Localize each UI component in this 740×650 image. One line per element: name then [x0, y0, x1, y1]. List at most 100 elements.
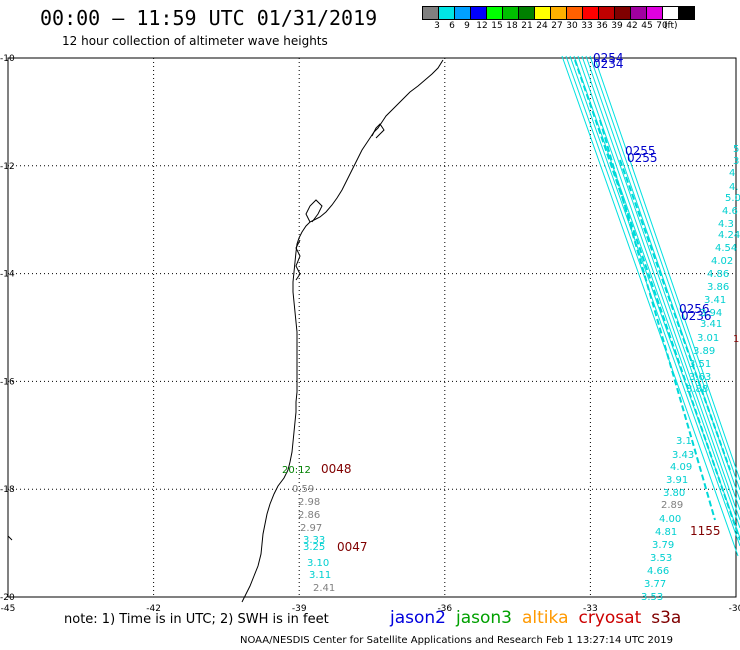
- coastline-islet: [7, 535, 13, 541]
- wave-height-label: 3.77: [644, 579, 666, 590]
- legend-swatch: [678, 6, 695, 20]
- pass-time-label: 0256: [679, 302, 710, 316]
- legend-label: 70: [656, 21, 668, 31]
- wave-height-label: 3.1: [676, 436, 692, 447]
- wave-height-label: 3: [733, 156, 739, 167]
- pass-time-label: 0254: [593, 51, 624, 65]
- satellite-name: jason3: [456, 608, 512, 628]
- legend-label: 27: [551, 21, 563, 31]
- longitude-label: -33: [583, 604, 598, 614]
- longitude-label: -45: [1, 604, 16, 614]
- longitude-label: -30: [729, 604, 740, 614]
- wave-height-label: 2.41: [313, 583, 335, 594]
- satellite-name: s3a: [651, 608, 682, 628]
- wave-height-label: 4.66: [647, 566, 669, 577]
- wave-height-label: 2.97: [300, 523, 322, 534]
- legend-label: 45: [641, 21, 653, 31]
- legend-label: 12: [476, 21, 488, 31]
- wave-height-label: 3.88: [686, 384, 708, 395]
- satellite-track-dense: [599, 119, 716, 521]
- wave-height-label: 4.86: [707, 269, 729, 280]
- wave-height-label: 4.81: [655, 527, 677, 538]
- wave-height-label: 3.89: [693, 346, 715, 357]
- satellite-name: altika: [522, 608, 569, 628]
- latitude-label: -20: [0, 593, 15, 603]
- color-legend: 3 6 9 12 15 18 21 24 27 30 33 36 39 42 45 70 (ft): [422, 6, 695, 32]
- legend-label: 36: [596, 21, 608, 31]
- legend-label: 3: [434, 21, 440, 31]
- satellite-track: [593, 55, 740, 481]
- altimeter-tracks: [561, 55, 740, 557]
- satellite-track: [561, 55, 739, 557]
- wave-height-label: 2.98: [298, 497, 320, 508]
- wave-height-label: 1: [733, 334, 739, 345]
- legend-label: 33: [581, 21, 593, 31]
- wave-height-label: 3.91: [666, 475, 688, 486]
- wave-height-label: 3.41: [700, 319, 722, 330]
- wave-height-label: 20:12: [282, 465, 311, 476]
- legend-swatches: [422, 6, 695, 20]
- satellite-track: [577, 55, 740, 521]
- satellite-track-dense: [574, 59, 740, 541]
- legend-label: 21: [521, 21, 533, 31]
- pass-time-label: 0048: [321, 462, 352, 476]
- wave-height-label: 3.11: [309, 570, 331, 581]
- latitude-label: -14: [0, 270, 15, 280]
- latitude-label: -12: [0, 162, 15, 172]
- map-title: 00:00 – 11:59 UTC 01/31/2019: [40, 6, 378, 30]
- pass-time-label: 0234: [593, 57, 624, 71]
- wave-height-label: 4.6: [722, 206, 738, 217]
- map-subtitle: 12 hour collection of altimeter wave hei…: [62, 34, 328, 48]
- longitude-label: -39: [292, 604, 307, 614]
- longitude-label: -42: [146, 604, 161, 614]
- coastline: [241, 59, 444, 603]
- footer-note: note: 1) Time is in UTC; 2) SWH is in fe…: [64, 612, 329, 627]
- pass-time-label: 0047: [337, 540, 368, 554]
- pass-time-label: 0255: [625, 144, 656, 158]
- credit-line: NOAA/NESDIS Center for Satellite Applica…: [240, 635, 673, 646]
- legend-label: 42: [626, 21, 638, 31]
- wave-height-label: 3.25: [303, 542, 325, 553]
- latitude-label: -18: [0, 485, 15, 495]
- longitude-label: -36: [437, 604, 452, 614]
- wave-height-label: 2.86: [298, 510, 320, 521]
- satellite-name: cryosat: [578, 608, 642, 628]
- pass-time-label: 0255: [627, 151, 658, 165]
- legend-label: 30: [566, 21, 578, 31]
- satellite-track: [581, 55, 740, 511]
- satellite-track: [569, 55, 740, 539]
- graticule: [7, 57, 737, 598]
- wave-height-label: 3.86: [707, 282, 729, 293]
- legend-unit: (ft): [664, 21, 678, 31]
- legend-labels: 3 6 9 12 15 18 21 24 27 30 33 36 39 42 45 70 (ft): [422, 20, 694, 32]
- legend-label: 15: [491, 21, 503, 31]
- wave-height-label: 4.02: [711, 256, 733, 267]
- wave-height-label: 4.00: [659, 514, 681, 525]
- satellite-legend: jason2 jason3 altika cryosat s3a: [390, 608, 691, 628]
- legend-label: 39: [611, 21, 623, 31]
- legend-label: 6: [449, 21, 455, 31]
- wave-height-label: 3.80: [663, 488, 685, 499]
- wave-height-label: 3.10: [307, 558, 329, 569]
- latitude-label: -10: [0, 54, 15, 64]
- wave-height-label: 4: [729, 168, 735, 179]
- coastline-inlet: [295, 123, 385, 281]
- wave-height-label: 5.0: [725, 193, 740, 204]
- wave-height-label: 3.41: [704, 295, 726, 306]
- satellite-track: [573, 55, 740, 529]
- pass-time-label: 0236: [681, 309, 712, 323]
- wave-height-label: 3.94: [700, 308, 722, 319]
- wave-height-label: 5: [733, 144, 739, 155]
- wave-height-label: 0.59: [292, 484, 314, 495]
- satellite-track-dense: [619, 159, 731, 471]
- wave-height-label: 4.09: [670, 462, 692, 473]
- wave-height-label: 4.24: [718, 230, 740, 241]
- pass-time-label: 1155: [690, 524, 721, 538]
- satellite-track: [565, 55, 740, 547]
- wave-height-label: 3.53: [650, 553, 672, 564]
- wave-height-label: 3.79: [652, 540, 674, 551]
- wave-height-label: 3.01: [697, 333, 719, 344]
- axis-labels: -45 -42 -39 -36 -33 -30 -10 -12 -14 -16 -18 -20: [0, 54, 740, 614]
